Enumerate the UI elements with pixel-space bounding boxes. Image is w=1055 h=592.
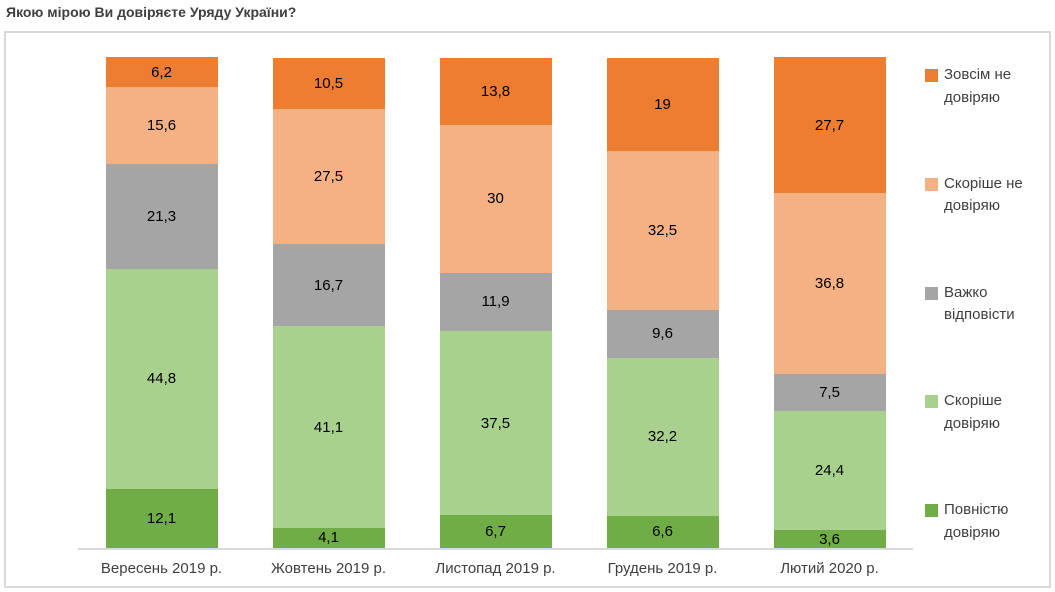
x-axis-line [78,548,913,550]
bar-slot: 13,8 30 11,9 37,5 6,7 [412,57,579,548]
value-label: 16,7 [313,276,344,294]
bar-segment: 6,2 [105,57,218,88]
legend: Зовсім не довіряю Скоріше не довіряю Важко… [925,64,1053,544]
bar-segment: 7,5 [773,373,886,411]
category-label: Грудень 2019 р. [607,560,718,577]
chart-title: Якою мірою Ви довіряєте Уряду України? [6,4,297,20]
bar-3: 13,8 30 11,9 37,5 6,7 [439,57,552,548]
plot-area: 6,2 15,6 21,3 44,8 12,1 10,5 27,5 16,7 41,1 4,1 13… [78,57,913,548]
legend-item: Важко відповісти [925,282,1053,327]
bar-segment: 30 [439,125,552,273]
bar-segment: 11,9 [439,272,552,332]
bar-segment: 27,7 [773,57,886,194]
bar-segment: 3,6 [773,530,886,548]
x-axis-labels: Вересень 2019 р. Жовтень 2019 р. Листопад … [78,560,913,577]
value-label: 19 [654,95,671,113]
category-label: Вересень 2019 р. [100,560,223,577]
value-label: 27,5 [313,168,344,186]
bar-segment: 32,5 [606,150,719,311]
bar-segment: 24,4 [773,410,886,531]
value-label: 27,7 [814,116,845,134]
bar-segment: 12,1 [105,488,218,548]
bar-segment: 15,6 [105,87,218,165]
bar-segment: 44,8 [105,268,218,489]
bar-segment: 6,6 [606,515,719,548]
bar-segment: 9,6 [606,310,719,358]
legend-label: Скоріше не довіряю [944,174,1023,215]
legend-swatch [925,286,938,300]
bar-slot: 19 32,5 9,6 32,2 6,6 [579,57,746,548]
value-label: 36,8 [814,274,845,292]
value-label: 21,3 [146,207,177,225]
legend-item: Повністю довіряю [925,499,1053,544]
legend-label: Скоріше довіряю [944,392,1002,432]
value-label: 12,1 [146,509,177,527]
bar-slot: 6,2 15,6 21,3 44,8 12,1 [78,57,245,548]
category-label: Листопад 2019 р. [435,560,556,577]
bar-segment: 10,5 [272,57,385,110]
legend-item: Зовсім не довіряю [925,64,1053,109]
value-label: 24,4 [814,461,845,479]
bar-4: 19 32,5 9,6 32,2 6,6 [606,57,719,548]
legend-swatch [925,69,938,82]
legend-label: Зовсім не довіряю [944,66,1012,106]
value-label: 15,6 [146,117,177,135]
bar-segment: 32,2 [606,357,719,516]
value-label: 10,5 [313,74,344,92]
bar-slot: 10,5 27,5 16,7 41,1 4,1 [245,57,412,548]
value-label: 13,8 [480,82,511,100]
legend-item: Скоріше довіряю [925,390,1053,435]
value-label: 6,7 [485,523,506,541]
bar-segment: 16,7 [272,244,385,327]
value-label: 7,5 [819,383,840,401]
value-label: 32,2 [647,428,678,446]
value-label: 4,1 [318,529,339,547]
legend-swatch [925,177,938,191]
bar-segment: 6,7 [439,515,552,548]
value-label: 11,9 [481,293,510,311]
value-label: 3,6 [819,530,840,548]
legend-label: Повністю довіряю [944,501,1009,541]
bar-5: 27,7 36,8 7,5 24,4 3,6 [773,57,886,548]
value-label: 44,8 [146,370,177,388]
bar-segment: 21,3 [105,164,218,269]
legend-swatch [925,504,938,517]
category-label: Жовтень 2019 р. [270,560,387,577]
bar-segment: 41,1 [272,326,385,528]
bar-segment: 4,1 [272,527,385,548]
value-label: 6,6 [652,523,673,541]
value-label: 6,2 [151,63,172,81]
bar-segment: 19 [606,57,719,151]
legend-item: Скоріше не довіряю [925,173,1053,218]
bar-segment: 37,5 [439,331,552,516]
value-label: 32,5 [647,222,678,240]
bar-1: 6,2 15,6 21,3 44,8 12,1 [105,57,218,548]
bar-segment: 36,8 [773,193,886,374]
bar-segment: 27,5 [272,109,385,245]
legend-swatch [925,395,938,409]
bar-slot: 27,7 36,8 7,5 24,4 3,6 [746,57,913,548]
value-label: 37,5 [480,414,511,432]
bar-2: 10,5 27,5 16,7 41,1 4,1 [272,57,385,548]
value-label: 30 [487,190,504,208]
legend-label: Важко відповісти [944,283,1015,324]
value-label: 9,6 [652,325,673,343]
category-label: Лютий 2020 р. [780,560,879,577]
bar-segment: 13,8 [439,57,552,126]
value-label: 41,1 [313,418,344,436]
